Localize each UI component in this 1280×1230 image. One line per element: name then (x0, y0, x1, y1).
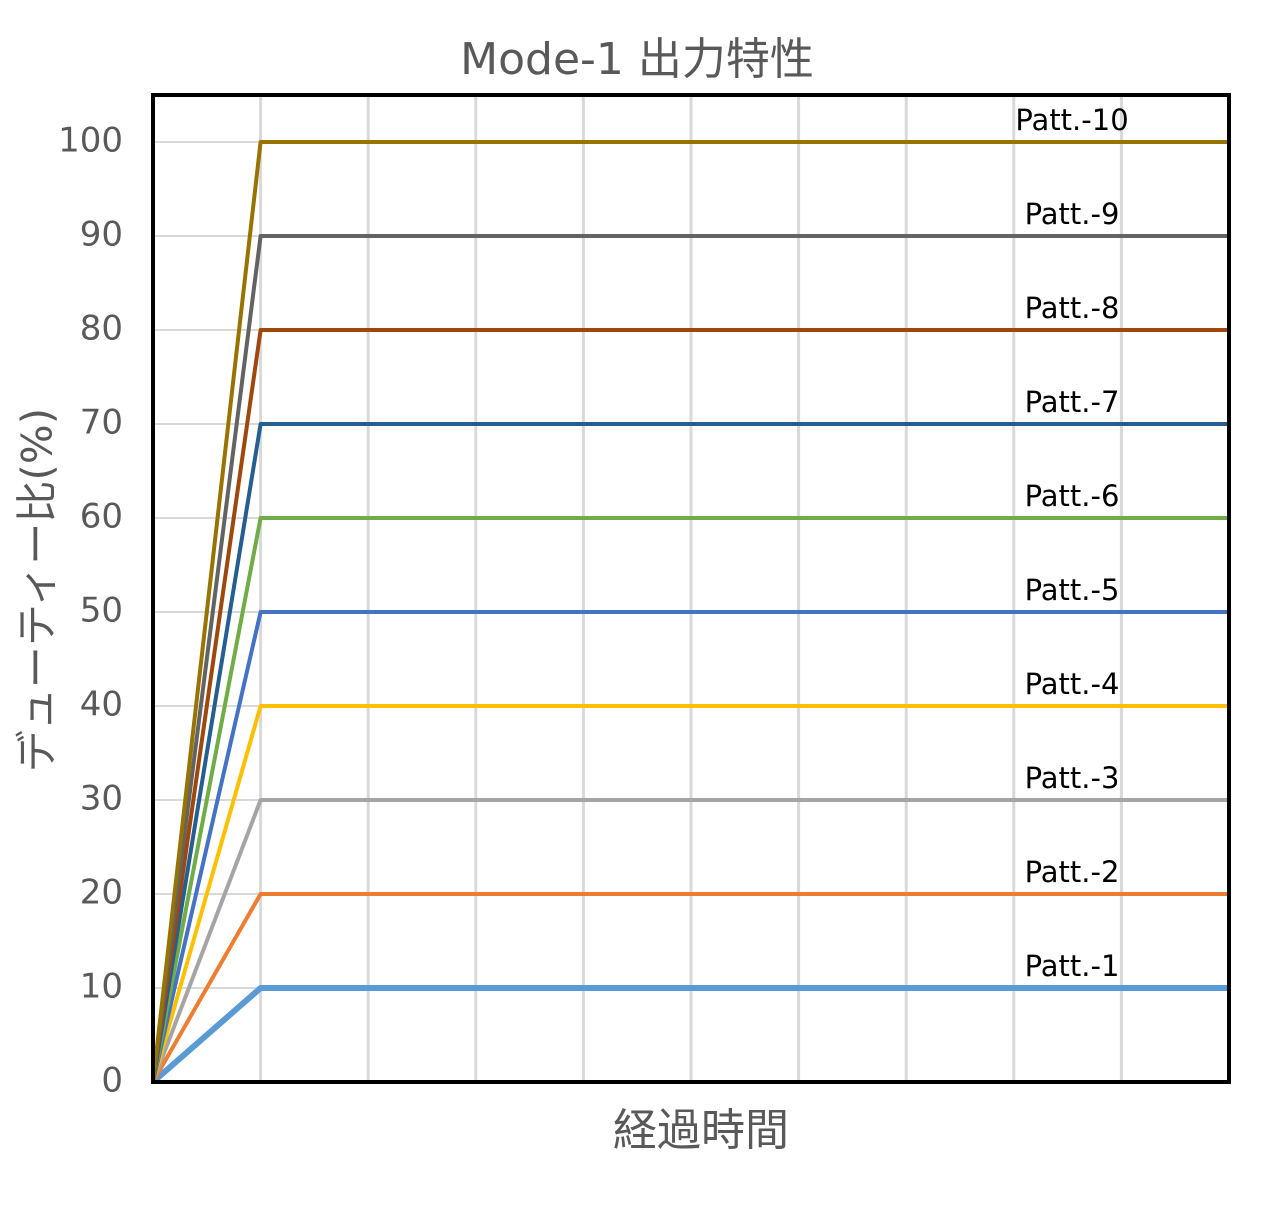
y-tick-label: 60 (80, 497, 123, 537)
series-line (151, 328, 1229, 1083)
y-tick-label: 20 (80, 873, 123, 913)
y-tick-label: 70 (80, 403, 123, 443)
series-label: Patt.-10 (1015, 103, 1128, 137)
series-line (151, 704, 1229, 1083)
y-tick-label: 80 (80, 309, 123, 349)
series-line (151, 516, 1229, 1083)
series-line (151, 798, 1229, 1083)
series-label: Patt.-4 (1025, 667, 1120, 701)
y-tick-label: 40 (80, 685, 123, 725)
y-tick-label: 90 (80, 215, 123, 255)
series-line (151, 422, 1229, 1083)
series-label: Patt.-8 (1025, 291, 1120, 325)
y-axis-label: デューティー比(%) (13, 408, 62, 772)
series-line (151, 985, 1229, 1085)
y-tick-label: 100 (58, 121, 123, 161)
series-label: Patt.-5 (1025, 573, 1120, 607)
chart-title: Mode-1 出力特性 (460, 34, 814, 85)
series-line (151, 140, 1229, 1083)
y-tick-label: 0 (101, 1061, 123, 1101)
x-axis-label: 経過時間 (613, 1105, 789, 1156)
series-label: Patt.-7 (1025, 385, 1120, 419)
series-label: Patt.-3 (1025, 761, 1120, 795)
plot-frame (151, 93, 1231, 1084)
y-tick-label: 30 (80, 779, 123, 819)
series-label: Patt.-2 (1025, 855, 1120, 889)
series-label: Patt.-9 (1025, 197, 1120, 231)
series-line (151, 892, 1229, 1083)
y-tick-label: 10 (80, 967, 123, 1007)
series-label: Patt.-1 (1025, 949, 1120, 983)
series-line (151, 610, 1229, 1083)
series-label: Patt.-6 (1025, 479, 1120, 513)
y-tick-label: 50 (80, 591, 123, 631)
series-line (151, 234, 1229, 1083)
